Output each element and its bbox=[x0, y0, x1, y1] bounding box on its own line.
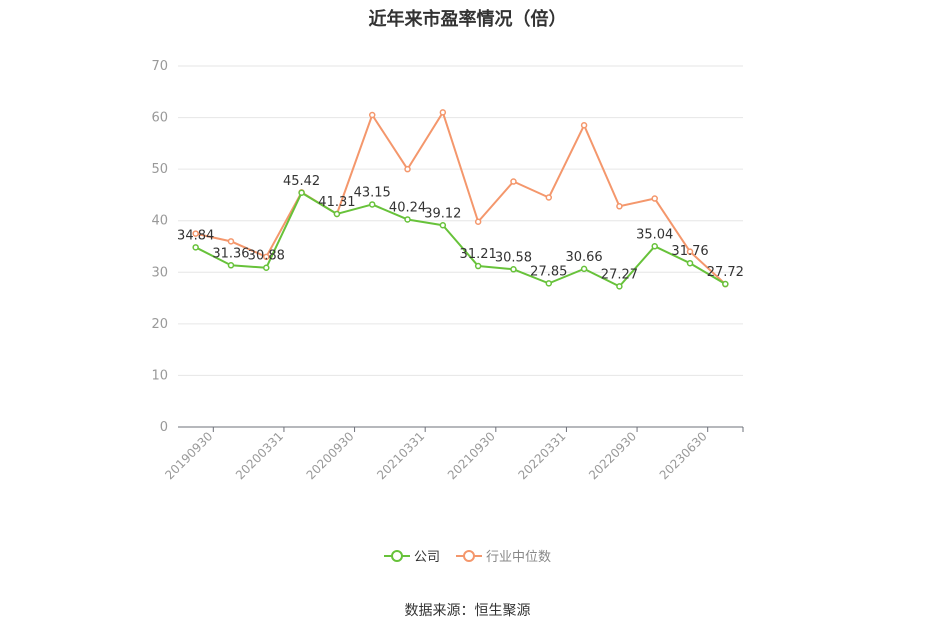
company-point bbox=[722, 280, 729, 288]
company-point bbox=[298, 189, 305, 197]
series-lines bbox=[192, 109, 729, 290]
industry-median-point bbox=[580, 122, 588, 129]
industry-median-point bbox=[439, 109, 447, 116]
legend-industry-marker-icon bbox=[456, 549, 482, 562]
x-tick-label: 20220331 bbox=[515, 429, 568, 482]
industry-median-point bbox=[263, 253, 270, 261]
company-data-label: 27.27 bbox=[601, 267, 638, 282]
legend-label-company: 公司 bbox=[413, 550, 440, 565]
legend-item-company[interactable]: 公司 bbox=[383, 546, 440, 565]
company-point bbox=[651, 243, 658, 250]
y-tick-label: 40 bbox=[151, 214, 168, 229]
company-data-label: 31.76 bbox=[671, 244, 708, 259]
company-point bbox=[192, 244, 199, 251]
company-data-label: 30.58 bbox=[495, 250, 532, 265]
legend: 公司 行业中位数 bbox=[0, 546, 935, 565]
company-data-label: 40.24 bbox=[389, 200, 426, 215]
legend-company-marker-icon bbox=[383, 549, 410, 562]
company-point bbox=[439, 222, 447, 229]
company-data-label: 39.12 bbox=[424, 206, 461, 221]
y-tick-label: 60 bbox=[151, 111, 168, 126]
company-data-label: 30.88 bbox=[248, 249, 285, 264]
company-data-label: 27.85 bbox=[530, 264, 567, 279]
industry-median-line bbox=[195, 111, 727, 285]
data-source: 数据来源：恒生聚源 bbox=[404, 603, 531, 619]
company-point bbox=[404, 216, 411, 223]
x-tick-label: 20210930 bbox=[445, 429, 498, 482]
industry-median-point bbox=[404, 165, 411, 173]
legend-item-industry-median[interactable]: 行业中位数 bbox=[456, 546, 551, 565]
company-point bbox=[510, 266, 517, 273]
company-point bbox=[227, 262, 235, 269]
x-tick-label: 20210331 bbox=[374, 429, 427, 482]
y-tick-label: 70 bbox=[151, 59, 168, 74]
company-point bbox=[545, 280, 553, 287]
industry-median-point bbox=[474, 218, 482, 225]
company-line bbox=[195, 191, 726, 288]
chart-title: 近年来市盈率情况（倍） bbox=[368, 9, 567, 30]
x-tick-label: 20220930 bbox=[586, 429, 639, 482]
y-tick-label: 30 bbox=[151, 265, 168, 280]
company-point bbox=[474, 262, 482, 270]
company-point bbox=[686, 259, 694, 267]
company-data-label: 31.21 bbox=[460, 247, 497, 262]
x-tick-label: 20200930 bbox=[304, 429, 357, 482]
industry-median-point bbox=[686, 248, 694, 255]
x-tick-label: 20200331 bbox=[233, 429, 286, 482]
industry-median-point bbox=[368, 111, 376, 119]
company-data-label: 43.15 bbox=[354, 185, 391, 200]
industry-median-point bbox=[510, 178, 517, 185]
company-data-label: 45.42 bbox=[283, 174, 320, 189]
x-tick-label: 20230630 bbox=[657, 429, 710, 482]
axes: 0 10 20 30 40 50 60 70 20190930 20200331 20200930 2… bbox=[151, 59, 744, 482]
company-data-label: 34.84 bbox=[177, 228, 214, 243]
company-data-label: 41.31 bbox=[318, 195, 355, 210]
x-tick-label: 20190930 bbox=[162, 429, 215, 482]
company-data-label: 35.04 bbox=[636, 227, 673, 242]
legend-label-industry-median: 行业中位数 bbox=[486, 550, 552, 565]
y-tick-label: 50 bbox=[151, 162, 168, 177]
industry-median-point bbox=[651, 195, 658, 202]
company-point bbox=[333, 210, 341, 218]
y-tick-label: 20 bbox=[151, 317, 168, 332]
industry-median-point bbox=[192, 230, 199, 237]
company-data-label: 27.72 bbox=[707, 265, 744, 280]
y-tick-label: 0 bbox=[160, 420, 168, 435]
industry-median-point bbox=[616, 203, 623, 210]
company-data-label: 31.36 bbox=[212, 246, 249, 261]
y-tick-label: 10 bbox=[151, 368, 168, 383]
company-point bbox=[580, 265, 588, 273]
company-point bbox=[616, 283, 623, 290]
company-point bbox=[368, 201, 376, 208]
company-data-label: 30.66 bbox=[565, 250, 602, 265]
industry-median-point bbox=[227, 238, 235, 245]
company-point bbox=[263, 264, 270, 271]
industry-median-point bbox=[545, 194, 553, 201]
